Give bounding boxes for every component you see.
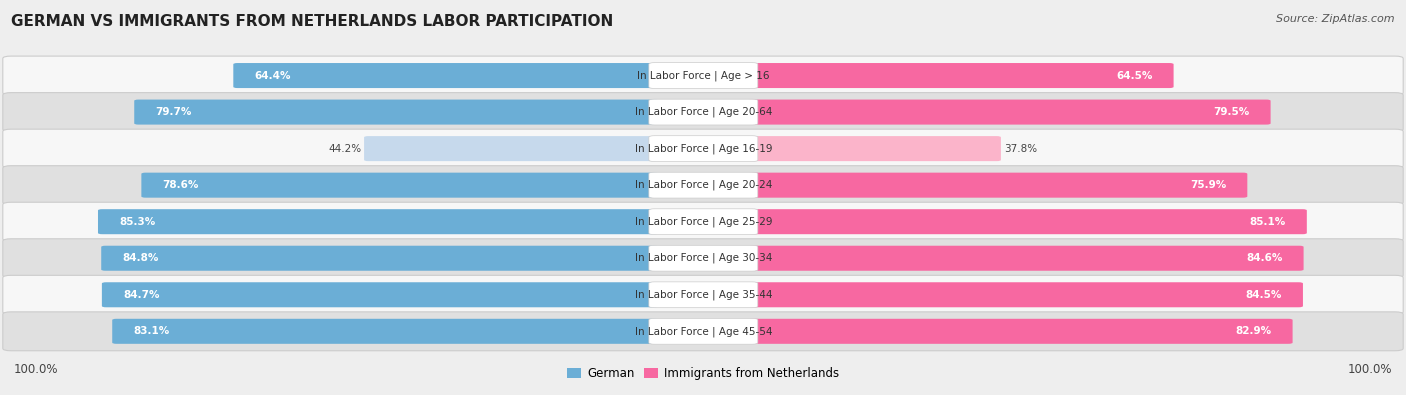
FancyBboxPatch shape xyxy=(101,246,658,271)
FancyBboxPatch shape xyxy=(3,275,1403,314)
FancyBboxPatch shape xyxy=(748,282,1303,307)
FancyBboxPatch shape xyxy=(3,239,1403,278)
FancyBboxPatch shape xyxy=(3,92,1403,132)
Text: 82.9%: 82.9% xyxy=(1236,326,1271,336)
FancyBboxPatch shape xyxy=(142,173,658,198)
Text: 84.6%: 84.6% xyxy=(1246,253,1282,263)
Text: In Labor Force | Age 35-44: In Labor Force | Age 35-44 xyxy=(634,290,772,300)
FancyBboxPatch shape xyxy=(650,245,758,271)
Text: 64.4%: 64.4% xyxy=(254,71,291,81)
FancyBboxPatch shape xyxy=(112,319,658,344)
Text: 85.3%: 85.3% xyxy=(120,217,155,227)
Legend: German, Immigrants from Netherlands: German, Immigrants from Netherlands xyxy=(562,363,844,385)
FancyBboxPatch shape xyxy=(650,282,758,308)
Text: GERMAN VS IMMIGRANTS FROM NETHERLANDS LABOR PARTICIPATION: GERMAN VS IMMIGRANTS FROM NETHERLANDS LA… xyxy=(11,14,613,29)
FancyBboxPatch shape xyxy=(650,172,758,198)
Text: In Labor Force | Age 25-29: In Labor Force | Age 25-29 xyxy=(634,216,772,227)
FancyBboxPatch shape xyxy=(101,282,658,307)
Text: In Labor Force | Age 16-19: In Labor Force | Age 16-19 xyxy=(634,143,772,154)
Text: 79.7%: 79.7% xyxy=(155,107,191,117)
FancyBboxPatch shape xyxy=(748,319,1292,344)
Text: 44.2%: 44.2% xyxy=(328,144,361,154)
Text: In Labor Force | Age 45-54: In Labor Force | Age 45-54 xyxy=(634,326,772,337)
FancyBboxPatch shape xyxy=(3,56,1403,95)
FancyBboxPatch shape xyxy=(748,100,1271,124)
FancyBboxPatch shape xyxy=(134,100,658,124)
FancyBboxPatch shape xyxy=(3,312,1403,351)
Text: In Labor Force | Age 20-24: In Labor Force | Age 20-24 xyxy=(634,180,772,190)
FancyBboxPatch shape xyxy=(650,318,758,344)
Text: 100.0%: 100.0% xyxy=(14,363,59,376)
Text: Source: ZipAtlas.com: Source: ZipAtlas.com xyxy=(1277,14,1395,24)
FancyBboxPatch shape xyxy=(650,63,758,88)
Text: 75.9%: 75.9% xyxy=(1189,180,1226,190)
Text: 37.8%: 37.8% xyxy=(1004,144,1036,154)
Text: 84.5%: 84.5% xyxy=(1246,290,1282,300)
FancyBboxPatch shape xyxy=(98,209,658,234)
FancyBboxPatch shape xyxy=(233,63,658,88)
FancyBboxPatch shape xyxy=(748,136,1001,161)
FancyBboxPatch shape xyxy=(748,63,1174,88)
FancyBboxPatch shape xyxy=(748,173,1247,198)
FancyBboxPatch shape xyxy=(650,136,758,162)
Text: 83.1%: 83.1% xyxy=(134,326,170,336)
Text: 78.6%: 78.6% xyxy=(163,180,198,190)
FancyBboxPatch shape xyxy=(748,209,1306,234)
Text: 85.1%: 85.1% xyxy=(1250,217,1285,227)
FancyBboxPatch shape xyxy=(3,129,1403,168)
Text: 79.5%: 79.5% xyxy=(1213,107,1250,117)
FancyBboxPatch shape xyxy=(364,136,658,161)
Text: 100.0%: 100.0% xyxy=(1347,363,1392,376)
FancyBboxPatch shape xyxy=(3,202,1403,241)
Text: 84.7%: 84.7% xyxy=(122,290,159,300)
Text: In Labor Force | Age 20-64: In Labor Force | Age 20-64 xyxy=(634,107,772,117)
FancyBboxPatch shape xyxy=(3,166,1403,205)
Text: 84.8%: 84.8% xyxy=(122,253,159,263)
FancyBboxPatch shape xyxy=(650,209,758,235)
Text: In Labor Force | Age > 16: In Labor Force | Age > 16 xyxy=(637,70,769,81)
FancyBboxPatch shape xyxy=(650,99,758,125)
FancyBboxPatch shape xyxy=(748,246,1303,271)
Text: 64.5%: 64.5% xyxy=(1116,71,1153,81)
Text: In Labor Force | Age 30-34: In Labor Force | Age 30-34 xyxy=(634,253,772,263)
